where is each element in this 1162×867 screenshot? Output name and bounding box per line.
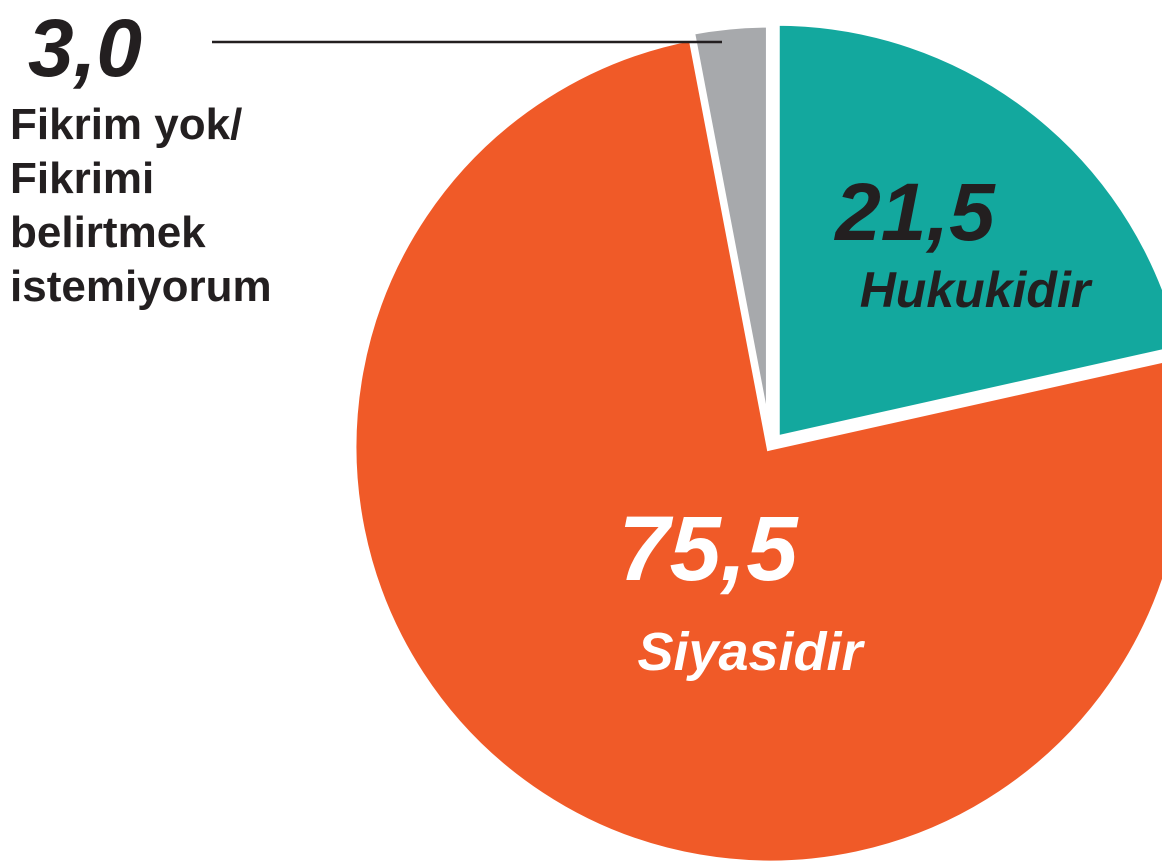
value-label: 3,0	[28, 3, 142, 94]
category-label: Siyasidir	[637, 622, 865, 682]
value-label: 21,5	[833, 167, 996, 258]
value-label: 75,5	[618, 498, 799, 600]
pie-slice	[687, 20, 773, 442]
category-label: Hukukidir	[860, 262, 1093, 318]
pie-slice	[349, 33, 1162, 867]
category-label: Fikrim yok/ Fikrimi belirtmek istemiyoru…	[10, 100, 272, 311]
